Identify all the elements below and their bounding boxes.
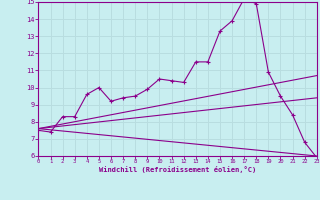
- X-axis label: Windchill (Refroidissement éolien,°C): Windchill (Refroidissement éolien,°C): [99, 166, 256, 173]
